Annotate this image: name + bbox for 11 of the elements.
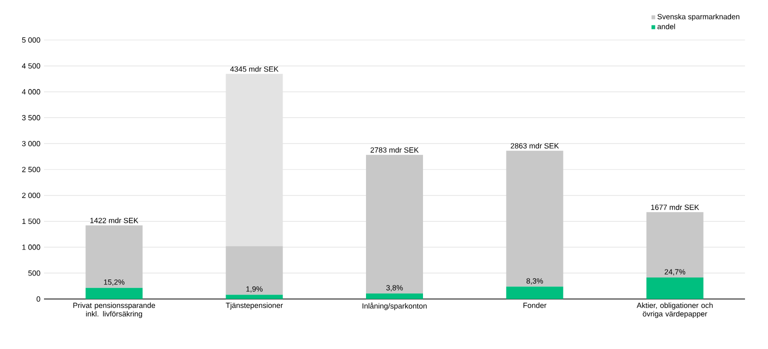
bar: [366, 294, 424, 299]
bar: [646, 278, 704, 299]
bar: [226, 74, 283, 246]
bar: [226, 246, 283, 295]
bar: [366, 154, 424, 294]
bar: [86, 225, 143, 288]
bar: [506, 150, 564, 287]
bar: [646, 212, 704, 278]
bar: [86, 288, 143, 299]
bar: [226, 294, 283, 299]
bar: [506, 286, 564, 299]
